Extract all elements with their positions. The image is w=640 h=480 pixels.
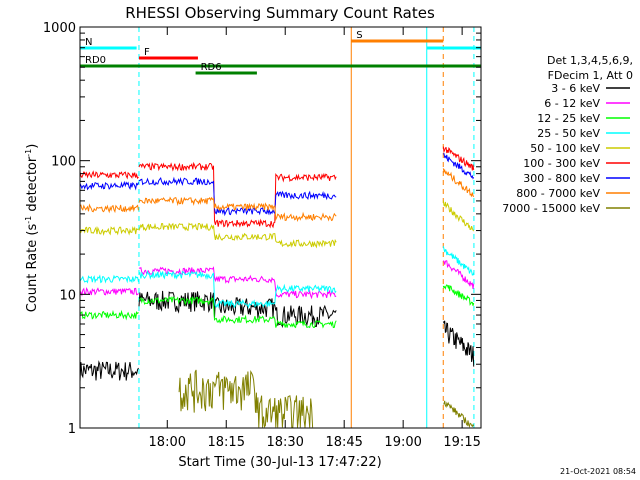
series-line-8-segment-2 xyxy=(178,369,314,429)
series-line-5-segment-1 xyxy=(79,170,139,180)
series-line-0-segment-3 xyxy=(442,320,475,367)
series-line-4-segment-1 xyxy=(79,226,139,236)
series-line-1-segment-2 xyxy=(138,266,337,300)
series-line-3-segment-2 xyxy=(138,269,337,309)
x-axis-label: Start Time (30-Jul-13 17:47:22) xyxy=(178,455,381,470)
legend-entry-6: 300 - 800 keV xyxy=(523,172,600,185)
legend: Det 1,3,4,5,6,9, FDecim 1, Att 03 - 6 keV… xyxy=(502,54,633,215)
series-line-2-segment-3 xyxy=(442,284,475,306)
series-line-7-segment-1 xyxy=(79,203,139,214)
series-line-0-segment-1 xyxy=(79,360,139,382)
legend-entry-2: 12 - 25 keV xyxy=(537,112,600,125)
series-line-6-segment-2 xyxy=(138,176,337,217)
series-line-1-segment-1 xyxy=(79,287,139,297)
legend-header-1: FDecim 1, Att 0 xyxy=(548,69,633,82)
generation-timestamp: 21-Oct-2021 08:54 xyxy=(560,467,636,476)
legend-entry-8: 7000 - 15000 keV xyxy=(502,202,600,215)
series-line-5-segment-2 xyxy=(138,161,337,229)
flag-label-4: S xyxy=(356,30,362,41)
series-line-6-segment-1 xyxy=(79,180,139,191)
y-tick-label-1: 10 xyxy=(59,288,76,303)
series-line-5-segment-3 xyxy=(442,146,475,171)
y-tick-label-2: 100 xyxy=(51,155,76,170)
y-axis-label-sup2: -1 xyxy=(24,149,33,157)
series-line-2-segment-1 xyxy=(79,309,139,321)
y-axis-label-sup1: -1 xyxy=(24,216,33,224)
flag-label-2: RD0 xyxy=(85,55,106,66)
x-tick-label-1: 18:15 xyxy=(208,435,245,450)
series-line-4-segment-2 xyxy=(138,222,337,249)
series-line-7-segment-3 xyxy=(442,168,475,198)
x-tick-label-5: 19:15 xyxy=(443,435,480,450)
series-line-3-segment-1 xyxy=(79,274,139,284)
series-line-2-segment-2 xyxy=(138,295,337,329)
flag-label-3: RD6 xyxy=(201,62,222,73)
y-axis-label: Count Rate (s-1 detector-1) xyxy=(24,144,40,313)
legend-entry-3: 25 - 50 keV xyxy=(537,127,600,140)
series-line-8-segment-3 xyxy=(443,400,475,428)
y-tick-label-3: 1000 xyxy=(43,21,76,36)
x-tick-label-4: 19:00 xyxy=(384,435,421,450)
series-line-3-segment-3 xyxy=(442,245,475,276)
series-line-1-segment-3 xyxy=(442,260,475,289)
legend-entry-0: 3 - 6 keV xyxy=(551,82,600,95)
y-tick-label-0: 1 xyxy=(68,422,76,437)
series-line-4-segment-3 xyxy=(442,200,475,232)
legend-entry-4: 50 - 100 keV xyxy=(530,142,600,155)
axis-ticks: 18:00 18:15 18:30 18:45 19:00 19:15 1 10 100 1000 xyxy=(43,21,481,450)
x-tick-label-0: 18:00 xyxy=(149,435,186,450)
flag-label-1: F xyxy=(144,47,150,58)
x-tick-label-2: 18:30 xyxy=(266,435,303,450)
x-tick-label-3: 18:45 xyxy=(325,435,362,450)
chart-title: RHESSI Observing Summary Count Rates xyxy=(125,4,435,22)
chart-marks: N F RD0 RD6 S xyxy=(79,27,481,429)
series-line-7-segment-2 xyxy=(138,196,337,223)
plot-frame xyxy=(79,26,482,429)
legend-entry-7: 800 - 7000 keV xyxy=(516,187,600,200)
series-line-6-segment-3 xyxy=(443,152,475,180)
legend-header-0: Det 1,3,4,5,6,9, xyxy=(547,54,633,67)
y-axis-label-mid: detector xyxy=(25,156,40,216)
y-axis-label-end: ) xyxy=(25,144,40,149)
legend-entry-5: 100 - 300 keV xyxy=(523,157,600,170)
y-axis-label-main: Count Rate (s xyxy=(25,224,40,313)
legend-entry-1: 6 - 12 keV xyxy=(544,97,600,110)
flag-label-0: N xyxy=(85,37,92,48)
